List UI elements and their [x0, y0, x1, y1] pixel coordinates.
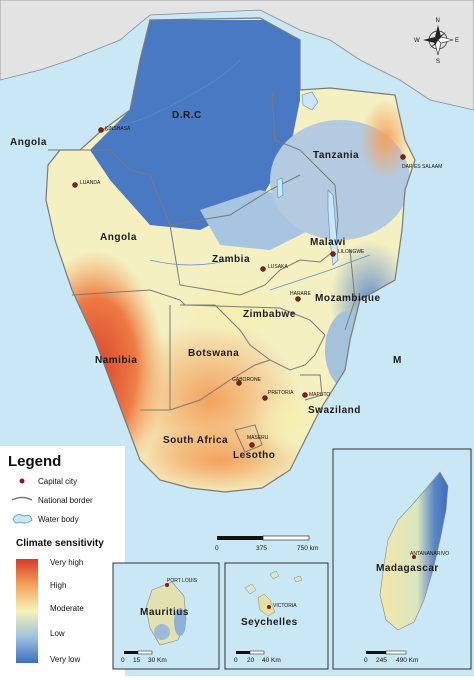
compass-e: E — [455, 38, 459, 44]
legend-capital: Capital city — [38, 477, 77, 486]
label-zambia: Zambia — [212, 254, 250, 265]
mauritius-scale-30: 30 Km — [148, 657, 167, 664]
label-zimbabwe: Zimbabwe — [243, 309, 296, 320]
label-angola-north: Angola — [10, 137, 47, 148]
inset-seychelles: VICTORIA Seychelles 0 20 40 Km — [224, 562, 329, 670]
label-kinshasa: KINSHASA — [105, 126, 131, 132]
sensitivity-color-ramp — [16, 559, 38, 663]
compass-n: N — [436, 18, 440, 24]
seychelles-scale-0: 0 — [234, 657, 238, 664]
madagascar-scale-245: 245 — [376, 657, 387, 664]
mauritius-scale-15: 15 — [133, 657, 141, 664]
seychelles-scale-40: 40 Km — [262, 657, 281, 664]
label-madagascar: Madagascar — [376, 563, 439, 574]
water-body-symbol — [12, 514, 33, 524]
scale-375: 375 — [256, 545, 267, 552]
rivers — [99, 59, 371, 291]
label-lilongwe: LILONGWE — [338, 249, 365, 255]
water-bodies — [276, 91, 339, 266]
capitals — [72, 127, 406, 448]
level-low: Low — [50, 629, 65, 638]
label-maputo: MAPUTO — [309, 392, 330, 398]
compass-rose-icon: N S E W — [414, 18, 459, 65]
compass-s: S — [436, 59, 440, 65]
label-port-louis: PORT LOUIS — [167, 578, 198, 584]
legend-title: Legend — [8, 453, 61, 470]
scale-0: 0 — [215, 545, 219, 552]
label-antananarivo: ANTANANARIVO — [410, 551, 449, 557]
label-swaziland: Swaziland — [308, 405, 361, 416]
label-harare: HARARE — [290, 291, 312, 297]
label-stray-m: M — [393, 355, 402, 366]
label-seychelles: Seychelles — [241, 617, 298, 628]
label-gaborone: GABORONE — [232, 377, 262, 383]
border-symbol — [11, 496, 33, 501]
label-dar-es-salaam: DAR ES SALAAM — [402, 164, 442, 170]
surrounding-land — [0, 0, 474, 111]
label-angola: Angola — [100, 232, 137, 243]
label-drc: D.R.C — [172, 110, 202, 121]
label-pretoria: PRETORIA — [268, 390, 294, 396]
level-high: High — [50, 581, 66, 590]
national-borders — [45, 17, 416, 493]
mauritius-scale-0: 0 — [121, 657, 125, 664]
level-very-low: Very low — [50, 655, 80, 664]
legend-panel: Legend Capital city National border Wate… — [0, 446, 125, 676]
scale-750: 750 km — [297, 545, 318, 552]
madagascar-scale-0: 0 — [364, 657, 368, 664]
level-moderate: Moderate — [50, 604, 84, 613]
capital-city-symbol — [19, 478, 25, 484]
inset-madagascar: ANTANANARIVO Madagascar 0 245 490 Km — [332, 448, 472, 670]
label-namibia: Namibia — [95, 355, 137, 366]
inset-mauritius: PORT LOUIS Mauritius 0 15 30 Km — [112, 562, 220, 670]
city-labels: KINSHASA LUANDA DAR ES SALAAM LILONGWE L… — [80, 126, 442, 441]
label-mauritius: Mauritius — [140, 607, 189, 618]
legend-border: National border — [38, 496, 93, 505]
label-south-africa: South Africa — [163, 435, 228, 446]
madagascar-scale-490: 490 Km — [396, 657, 418, 664]
legend-sensitivity-title: Climate sensitivity — [16, 538, 104, 549]
country-labels: D.R.C Angola Angola Tanzania Malawi Zamb… — [10, 110, 402, 461]
main-scale-bar: 0 375 750 km — [215, 535, 318, 552]
label-victoria: VICTORIA — [273, 603, 297, 609]
label-maseru: MASERU — [247, 435, 269, 441]
legend-water: Water body — [38, 515, 79, 524]
label-luanda: LUANDA — [80, 180, 101, 186]
label-botswana: Botswana — [188, 348, 239, 359]
label-lusaka: LUSAKA — [268, 264, 288, 270]
label-malawi: Malawi — [310, 237, 346, 248]
label-lesotho: Lesotho — [233, 450, 275, 461]
label-tanzania: Tanzania — [313, 150, 359, 161]
seychelles-scale-20: 20 — [247, 657, 255, 664]
compass-w: W — [414, 38, 420, 44]
level-very-high: Very high — [50, 558, 83, 567]
label-mozambique: Mozambique — [315, 293, 381, 304]
